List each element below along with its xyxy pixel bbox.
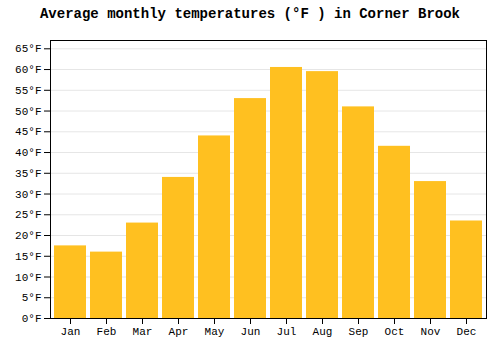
svg-text:Nov: Nov bbox=[421, 326, 441, 338]
svg-text:Sep: Sep bbox=[349, 326, 369, 338]
svg-text:0°F: 0°F bbox=[22, 313, 42, 325]
svg-text:Aug: Aug bbox=[313, 326, 333, 338]
svg-text:45°F: 45°F bbox=[15, 126, 41, 138]
svg-text:Jun: Jun bbox=[241, 326, 261, 338]
svg-text:35°F: 35°F bbox=[15, 168, 41, 180]
svg-text:Jan: Jan bbox=[61, 326, 81, 338]
svg-text:Feb: Feb bbox=[97, 326, 117, 338]
svg-text:50°F: 50°F bbox=[15, 106, 41, 118]
svg-text:Mar: Mar bbox=[133, 326, 153, 338]
svg-text:55°F: 55°F bbox=[15, 85, 41, 97]
svg-text:10°F: 10°F bbox=[15, 272, 41, 284]
svg-text:Jul: Jul bbox=[277, 326, 297, 338]
svg-text:40°F: 40°F bbox=[15, 147, 41, 159]
svg-text:15°F: 15°F bbox=[15, 251, 41, 263]
svg-text:30°F: 30°F bbox=[15, 189, 41, 201]
svg-text:20°F: 20°F bbox=[15, 230, 41, 242]
svg-text:5°F: 5°F bbox=[22, 292, 42, 304]
svg-text:Oct: Oct bbox=[385, 326, 405, 338]
svg-text:Apr: Apr bbox=[169, 326, 189, 338]
svg-text:Dec: Dec bbox=[457, 326, 477, 338]
html-text:Average monthly temperatures (: Average monthly temperatures (°F ) in Co… bbox=[40, 6, 460, 22]
svg-text:May: May bbox=[205, 326, 225, 338]
svg-text:65°F: 65°F bbox=[15, 43, 41, 55]
svg-text:60°F: 60°F bbox=[15, 64, 41, 76]
svg-text:25°F: 25°F bbox=[15, 209, 41, 221]
